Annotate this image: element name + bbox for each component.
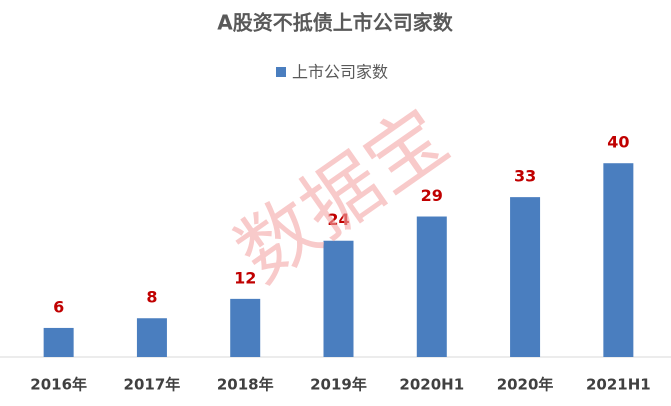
bar (416, 216, 447, 357)
data-label: 40 (607, 133, 629, 152)
bar (136, 318, 167, 357)
bar (510, 197, 541, 357)
legend-label: 上市公司家数 (292, 63, 388, 82)
x-tick-label: 2018年 (217, 376, 274, 394)
x-tick-label: 2021H1 (586, 376, 651, 394)
data-label: 33 (514, 167, 536, 186)
bar (43, 327, 74, 357)
data-label: 6 (53, 297, 64, 316)
legend-swatch (276, 67, 286, 77)
bar (230, 298, 261, 357)
data-label: 12 (234, 268, 256, 287)
data-label: 29 (421, 186, 443, 205)
x-tick-label: 2016年 (30, 376, 87, 394)
data-label: 24 (327, 210, 349, 229)
x-tick-label: 2017年 (124, 376, 181, 394)
bar (323, 240, 354, 357)
bar (603, 163, 634, 357)
x-tick-label: 2020H1 (399, 376, 464, 394)
data-label: 8 (146, 288, 157, 307)
x-tick-label: 2020年 (497, 376, 554, 394)
x-tick-label: 2019年 (310, 376, 367, 394)
chart-title: A股资不抵债上市公司家数 (217, 11, 453, 35)
